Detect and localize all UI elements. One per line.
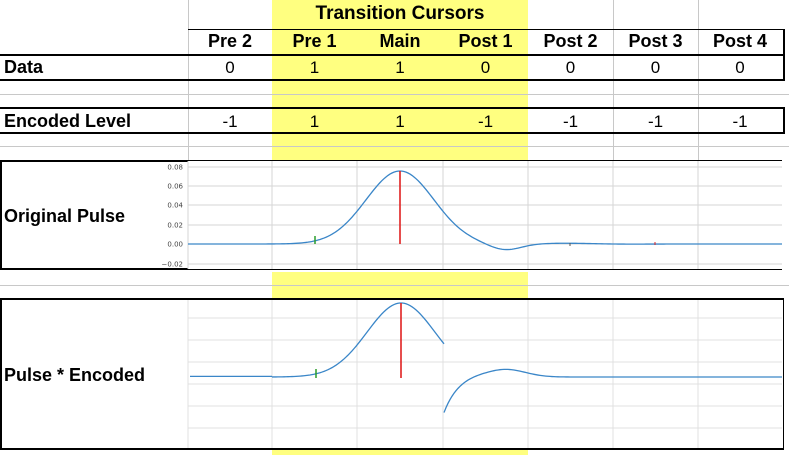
y-axis-ticks: 0.08 0.06 0.04 0.02 0.00 −0.02 — [162, 164, 184, 269]
data-cell: 0 — [565, 58, 576, 77]
plot-area — [188, 161, 782, 269]
table-border — [0, 107, 784, 109]
encoded-cell: -1 — [647, 112, 664, 131]
original-pulse-plot: 0.08 0.06 0.04 0.02 0.00 −0.02 — [162, 161, 782, 269]
encoded-curve-segment — [271, 302, 445, 378]
encoded-pulse-plot — [187, 300, 782, 448]
row-label-encoded-level: Encoded Level — [4, 111, 132, 131]
col-header-post1: Post 1 — [458, 31, 513, 51]
y-tick-label: 0.02 — [167, 222, 183, 230]
grid-line — [0, 94, 789, 95]
pulse-curve — [188, 170, 782, 251]
table-border — [0, 79, 784, 81]
encoded-cell: -1 — [732, 112, 748, 131]
row-label-data: Data — [4, 57, 44, 77]
data-cell: 0 — [225, 58, 235, 77]
transition-cursors-title: Transition Cursors — [315, 3, 485, 24]
table-border — [188, 29, 784, 30]
y-tick-label: 0.08 — [167, 164, 183, 172]
encoded-cell: -1 — [222, 112, 238, 131]
y-tick-label: 0.04 — [167, 202, 183, 210]
encoded-cell: -1 — [477, 112, 494, 131]
table-border — [0, 132, 784, 134]
data-cell: 1 — [309, 58, 320, 77]
y-tick-label: 0.06 — [167, 183, 183, 191]
data-cell: 0 — [735, 58, 745, 77]
col-header-post4: Post 4 — [712, 31, 768, 51]
y-tick-label: 0.00 — [167, 241, 183, 249]
grid-line — [0, 146, 789, 147]
row-label-pulse-encoded: Pulse * Encoded — [4, 365, 146, 385]
encoded-cell: -1 — [562, 112, 579, 131]
encoded-cell: 1 — [309, 112, 320, 131]
col-header-post3: Post 3 — [628, 31, 683, 51]
transition-highlight-base — [272, 450, 528, 455]
table-border — [783, 107, 785, 134]
encoded-curve-segment — [443, 368, 782, 413]
table-border — [0, 54, 784, 56]
col-header-post2: Post 2 — [543, 31, 598, 51]
data-cell: 0 — [480, 58, 491, 77]
data-cell: 1 — [395, 58, 405, 77]
col-header-pre1: Pre 1 — [292, 31, 337, 51]
table-border — [783, 29, 785, 81]
encoded-pulse-box — [0, 298, 784, 450]
row-label-original-pulse: Original Pulse — [4, 206, 126, 226]
col-header-main: Main — [379, 31, 421, 51]
y-tick-label: −0.02 — [162, 261, 183, 269]
data-cell: 0 — [650, 58, 661, 77]
col-header-pre2: Pre 2 — [207, 31, 253, 51]
plot-grid — [187, 300, 782, 448]
encoded-cell: 1 — [395, 112, 405, 131]
grid-line — [0, 285, 789, 286]
